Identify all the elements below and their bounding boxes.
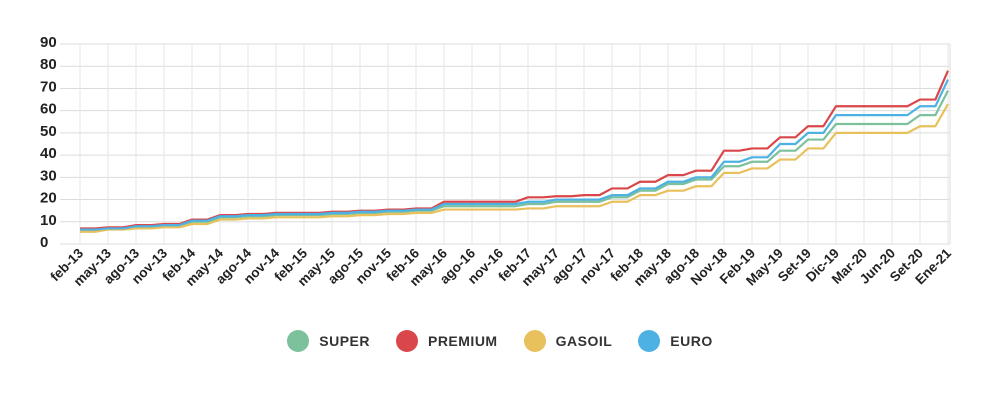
grid-lines	[60, 43, 951, 245]
legend-label: PREMIUM	[427, 333, 498, 349]
series-line-super	[80, 90, 949, 232]
y-tick-label: 60	[40, 101, 57, 118]
series-line-euro	[80, 79, 949, 231]
legend-item-euro: EURO	[638, 330, 712, 352]
series-line-premium	[80, 70, 950, 230]
y-tick-label: 20	[40, 190, 57, 207]
series-line-gasoil	[80, 103, 949, 233]
legend-item-gasoil: GASOIL	[523, 330, 613, 352]
line-chart: 0 10 20 30 40 50 60 70 80 90 feb-13may-13ago-13no…	[40, 34, 954, 289]
legend-swatch	[395, 330, 418, 352]
x-axis-ticks: feb-13may-13ago-13nov-13feb-14may-14ago-…	[47, 245, 954, 289]
legend-item-premium: PREMIUM	[395, 330, 498, 352]
y-axis-ticks: 0 10 20 30 40 50 60 70 80 90	[40, 34, 57, 251]
legend-label: GASOIL	[555, 333, 613, 349]
y-tick-label: 70	[40, 78, 57, 95]
legend-swatch	[287, 330, 310, 352]
legend-swatch	[638, 330, 661, 352]
y-tick-label: 90	[40, 34, 57, 51]
legend-label: EURO	[670, 333, 713, 349]
chart-legend: SUPER PREMIUM GASOIL EURO	[0, 330, 1000, 352]
y-tick-label: 30	[40, 167, 57, 184]
legend-label: SUPER	[319, 333, 370, 349]
y-tick-label: 50	[40, 123, 57, 140]
legend-item-super: SUPER	[287, 330, 370, 352]
y-tick-label: 80	[40, 56, 57, 73]
y-tick-label: 10	[40, 212, 57, 229]
legend-swatch	[523, 330, 546, 352]
y-tick-label: 40	[40, 145, 57, 162]
series-lines	[80, 70, 950, 233]
y-tick-label: 0	[40, 234, 48, 251]
